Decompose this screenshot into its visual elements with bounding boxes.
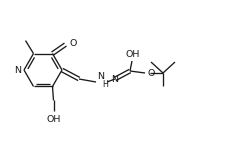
- Text: O: O: [69, 39, 77, 48]
- Text: OH: OH: [46, 115, 61, 124]
- Text: N: N: [112, 75, 119, 83]
- Text: H: H: [103, 80, 108, 88]
- Text: OH: OH: [126, 50, 140, 59]
- Text: O: O: [147, 68, 154, 78]
- Text: N: N: [14, 65, 21, 75]
- Text: N: N: [97, 72, 104, 81]
